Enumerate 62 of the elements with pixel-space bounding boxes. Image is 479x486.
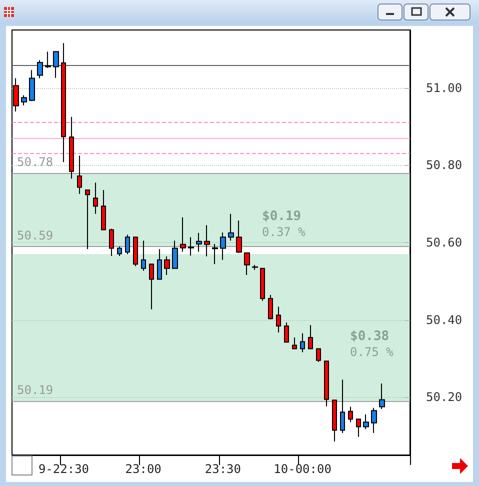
candlestick: [37, 60, 43, 79]
candlestick: [340, 379, 345, 434]
x-tick-label: 10-00:00: [274, 462, 332, 476]
annotation: 0.75 %: [350, 345, 394, 359]
y-tick-label: 50.80: [426, 158, 462, 172]
candlestick: [371, 407, 377, 434]
candlestick: [85, 189, 90, 250]
candlestick: [29, 70, 35, 102]
candlestick: [125, 234, 130, 255]
candlestick: [356, 418, 361, 438]
candlestick: [180, 216, 186, 252]
candlestick: [164, 256, 170, 276]
y-tick-label: 51.00: [426, 80, 462, 95]
candlestick: [149, 264, 154, 310]
candlestick: [172, 240, 178, 269]
candlestick: [268, 294, 273, 320]
candlestick: [300, 332, 305, 353]
candlestick: [236, 220, 242, 254]
candlestick: [61, 42, 66, 163]
x-tick-label: 9-22:30: [38, 462, 90, 476]
candlestick: [379, 383, 385, 410]
candlestick: [292, 337, 297, 350]
candlestick: [21, 94, 27, 106]
candlestick: [228, 213, 234, 242]
candlestick: [117, 246, 122, 257]
candlestick: [109, 228, 114, 257]
candlestick: [101, 189, 106, 230]
candlestick: [260, 268, 265, 302]
candlestick: [69, 116, 74, 180]
annotation: $0.19: [262, 209, 302, 224]
candlestick: [363, 414, 369, 430]
candlestick: [53, 51, 59, 78]
candlestick: [252, 264, 258, 270]
annotation: $0.38: [350, 329, 390, 344]
x-tick-label: 23:00: [125, 462, 162, 476]
y-tick-label: 50.60: [426, 236, 462, 250]
candlestick: [308, 324, 313, 350]
ref-line-label: 50.78: [17, 154, 54, 169]
candlestick: [276, 306, 281, 334]
y-tick-label: 50.40: [426, 312, 462, 327]
candlestick: [45, 51, 51, 68]
candlestick: [284, 322, 289, 344]
candlestick: [220, 232, 226, 260]
annotation: 0.37 %: [262, 225, 306, 239]
x-tick-label: 23:30: [204, 462, 242, 476]
candlestick: [244, 252, 250, 276]
candlestick: [324, 360, 329, 407]
candlestick: [316, 348, 321, 362]
y-tick-label: 50.20: [426, 390, 462, 404]
candlestick: [188, 236, 194, 256]
candlestick: [77, 155, 82, 194]
ref-line-label: 50.59: [17, 228, 54, 242]
ref-line-label: 50.19: [17, 382, 54, 397]
candlestick: [204, 224, 210, 257]
candlestick: [348, 406, 353, 423]
candlestick: [196, 232, 202, 252]
candlestick: [141, 240, 146, 272]
candlestick: [212, 244, 218, 265]
candlestick: [157, 248, 162, 280]
candlestick: [332, 400, 337, 442]
candlestick: [93, 182, 98, 214]
candlestick: [133, 236, 138, 267]
